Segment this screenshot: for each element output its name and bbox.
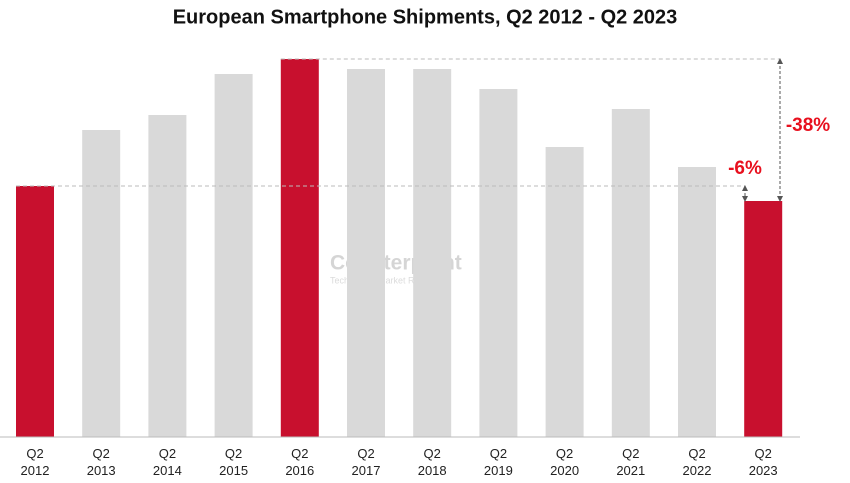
- chart-title: European Smartphone Shipments, Q2 2012 -…: [173, 6, 678, 28]
- bar: [82, 130, 121, 437]
- bar: [413, 69, 452, 437]
- x-tick-label: Q2 2020: [550, 446, 580, 478]
- x-tick-label: Q2 2023: [748, 446, 778, 478]
- bar: [214, 74, 253, 437]
- bar: [744, 201, 783, 437]
- bar: [16, 186, 54, 437]
- x-tick-label: Q2 2018: [417, 446, 447, 478]
- x-tick-label: Q2 2021: [616, 446, 646, 478]
- x-tick-label: Q2 2013: [86, 446, 116, 478]
- x-tick-label: Q2 2017: [351, 446, 381, 478]
- x-tick-label: Q2 2016: [285, 446, 315, 478]
- bar: [678, 167, 716, 437]
- x-tick-label: Q2 2015: [219, 446, 249, 478]
- x-tick-label: Q2 2012: [20, 446, 50, 478]
- bar: [148, 115, 187, 437]
- annotation: -38%: [786, 115, 830, 136]
- bar: [611, 109, 650, 437]
- bar: [545, 147, 584, 437]
- x-tick-label: Q2 2022: [682, 446, 712, 478]
- bar: [347, 69, 385, 437]
- annotation: -6%: [728, 158, 762, 179]
- bar: [280, 59, 319, 437]
- x-tick-label: Q2 2014: [152, 446, 182, 478]
- watermark-tagline: Technology Market Research: [330, 275, 447, 285]
- x-tick-label: Q2 2019: [483, 446, 513, 478]
- bar: [479, 89, 518, 437]
